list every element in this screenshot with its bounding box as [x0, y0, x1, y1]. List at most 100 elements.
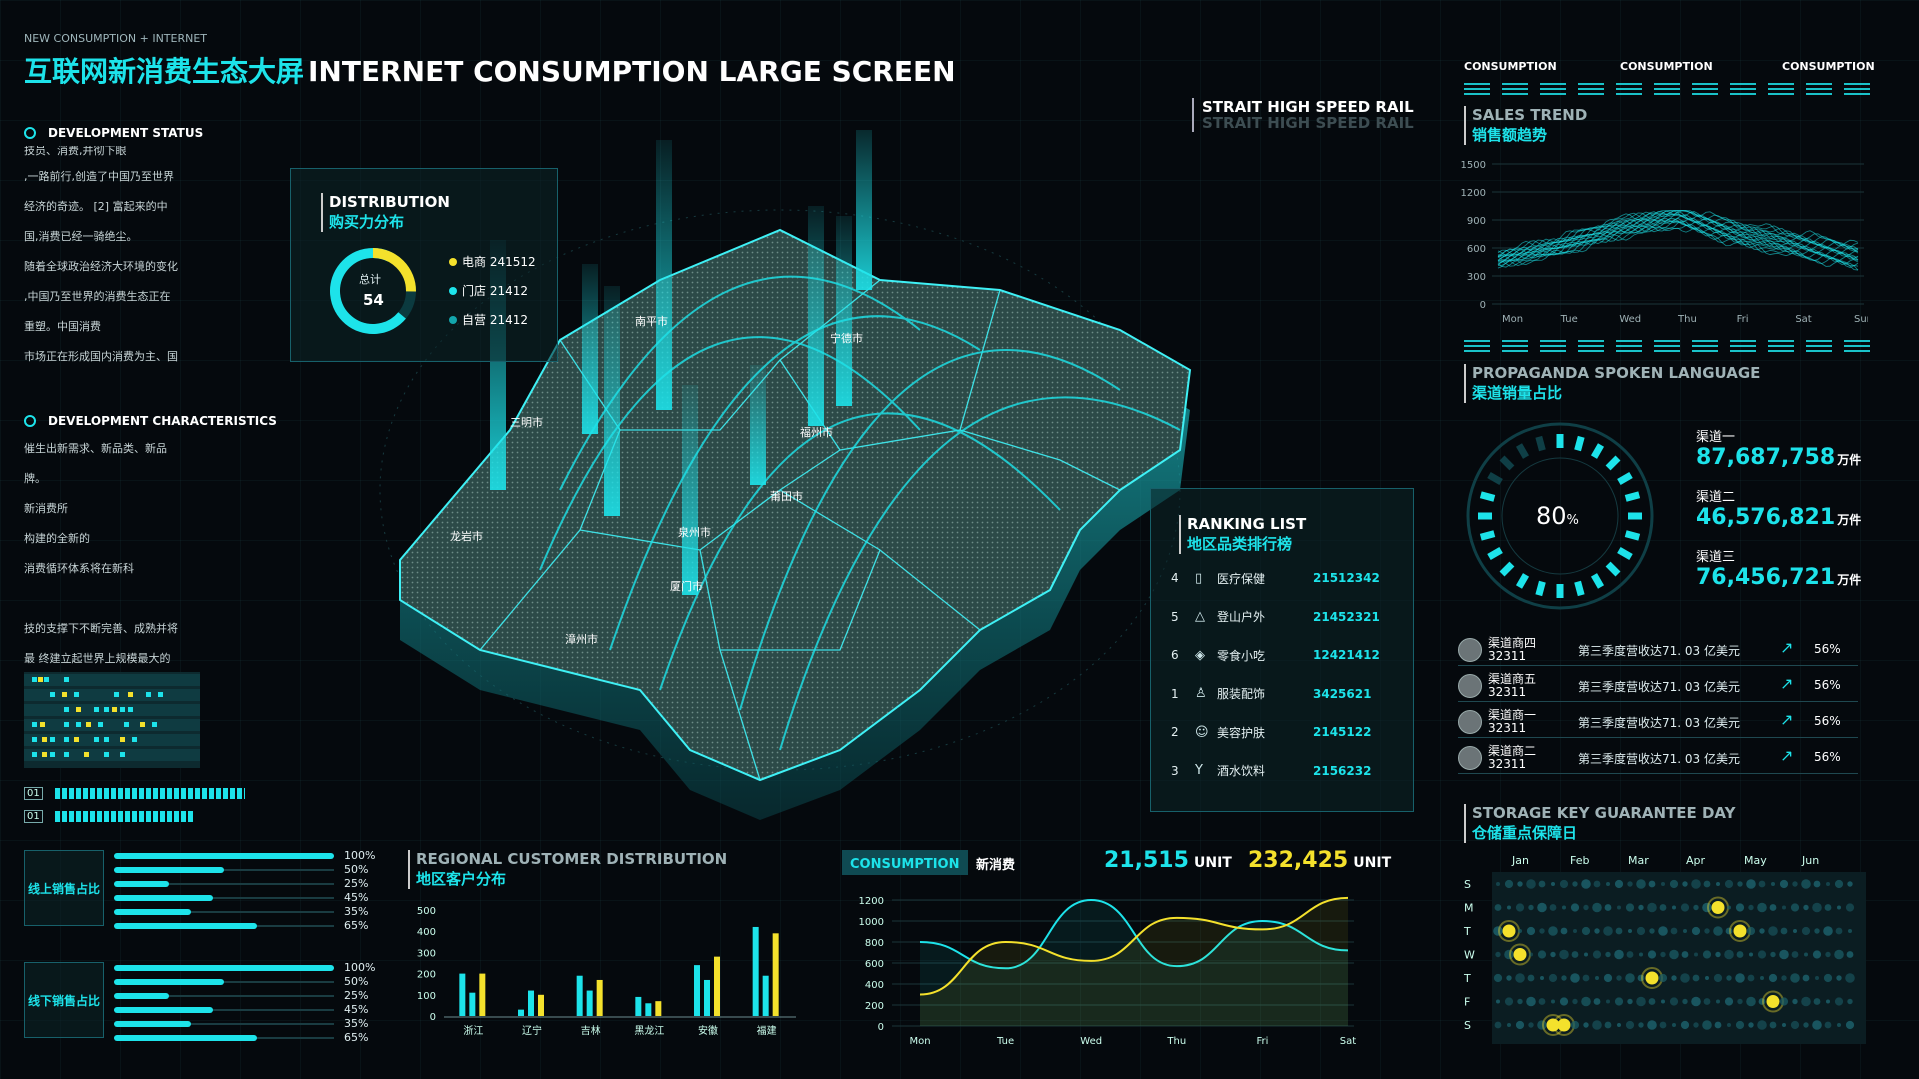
ranking-value: 21452321 [1313, 609, 1380, 624]
day-label: T [1463, 972, 1471, 985]
x-tick-label: 黑龙江 [634, 1024, 664, 1037]
day-dot [1638, 904, 1644, 911]
day-dot [1592, 950, 1602, 959]
day-dot [1537, 1020, 1547, 1030]
day-dot [1527, 974, 1535, 982]
ratio-percent: 65% [344, 1031, 369, 1044]
day-dot [1813, 880, 1821, 888]
text-line: 消费循环体系将在新科 [24, 562, 134, 575]
day-dot [1550, 951, 1556, 958]
day-dot [1768, 926, 1778, 936]
matrix-dot [94, 737, 99, 742]
partner-pct: 56% [1814, 714, 1841, 728]
partner-row[interactable]: 渠道商五 32311 第三季度营收达71. 03 亿美元 ↗ 56% [1458, 670, 1858, 702]
partner-pct: 56% [1814, 750, 1841, 764]
day-dot [1515, 973, 1525, 983]
day-dot [1737, 881, 1743, 887]
day-dot [1625, 973, 1635, 983]
tab-consumption-2[interactable]: CONSUMPTION [1620, 60, 1713, 73]
day-dot [1705, 976, 1709, 980]
day-dot [1628, 929, 1632, 933]
ranking-row[interactable]: 4 ▯ 医疗保健 21512342 [1171, 567, 1401, 589]
day-dot [1669, 879, 1679, 889]
day-dot [1614, 879, 1624, 889]
day-dot [1658, 926, 1668, 936]
x-tick-label: Wed [1080, 1036, 1102, 1047]
ratio-bar [114, 965, 334, 971]
matrix-dot [120, 752, 125, 757]
distribution-total-label: 总计 [359, 273, 381, 286]
gauge-tick [1499, 561, 1515, 577]
partner-name: 渠道商一 [1488, 708, 1537, 722]
day-dot [1790, 973, 1800, 983]
partner-row[interactable]: 渠道商一 32311 第三季度营收达71. 03 亿美元 ↗ 56% [1458, 706, 1858, 738]
ranking-row[interactable]: 1 ♙ 服装配饰 3425621 [1171, 683, 1401, 705]
bar [772, 933, 779, 1016]
face-icon: ☺ [1195, 724, 1209, 740]
trend-line [1497, 210, 1859, 263]
sales-trend-header: SALES TREND 销售额趋势 [1464, 106, 1587, 145]
legend-dot-icon [449, 315, 457, 324]
tab-consumption-3[interactable]: CONSUMPTION [1782, 60, 1875, 73]
avatar [1458, 710, 1482, 734]
ranking-num: 2 [1171, 725, 1179, 739]
series-line [919, 896, 1349, 996]
partner-code: 32311 [1488, 721, 1527, 735]
ranking-row[interactable]: 6 ◈ 零食小吃 12421412 [1171, 644, 1401, 666]
day-dot [1746, 926, 1756, 936]
day-dot [1771, 882, 1775, 886]
day-dot [1529, 952, 1533, 957]
day-dot [1539, 928, 1545, 934]
matrix-dot [104, 737, 109, 742]
day-dot [1603, 926, 1613, 936]
day-dot [1814, 928, 1820, 934]
matrix-dot [114, 692, 119, 697]
y-tick-label: 400 [865, 980, 884, 991]
matrix-dot [76, 707, 81, 712]
online-sales-label: 线上销售占比 [27, 881, 100, 896]
day-dot [1614, 997, 1624, 1006]
matrix-dot [32, 722, 37, 727]
day-dot [1693, 904, 1699, 911]
ranking-row[interactable]: 2 ☺ 美容护肤 2145122 [1171, 721, 1401, 743]
day-dot [1548, 926, 1558, 936]
ranking-row[interactable]: 3 Y 酒水饮料 2156232 [1171, 760, 1401, 782]
tab-consumption-1[interactable]: CONSUMPTION [1464, 60, 1557, 73]
distribution-title-en: DISTRIBUTION [329, 193, 450, 211]
channel-unit: 万件 [1837, 453, 1862, 467]
ratio-percent: 25% [344, 989, 369, 1002]
matrix-dot [94, 707, 99, 712]
day-dot [1570, 1020, 1580, 1030]
map-city-label: 泉州市 [678, 525, 711, 539]
offline-sales-bars: 100% 50% 25% 45% 35% 65% [112, 961, 382, 1048]
y-tick-label: 600 [865, 959, 884, 970]
day-dot [1749, 952, 1753, 957]
bar [704, 979, 710, 1016]
partner-row[interactable]: 渠道商四 32311 第三季度营收达71. 03 亿美元 ↗ 56% [1458, 634, 1858, 666]
day-dot [1782, 905, 1786, 910]
day-dot [1506, 975, 1512, 981]
day-dot [1703, 880, 1711, 888]
day-label: F [1464, 996, 1470, 1009]
map-city-label: 宁德市 [830, 331, 863, 345]
ranking-name: 登山户外 [1217, 610, 1266, 624]
matrix-dot [112, 707, 117, 712]
y-tick-label: 400 [417, 927, 436, 938]
day-dot [1507, 1023, 1511, 1027]
day-dot [1702, 902, 1712, 913]
day-dot [1812, 950, 1822, 959]
text-line: 新消费所 [24, 502, 68, 515]
day-dot [1792, 881, 1798, 887]
day-dot [1638, 1022, 1644, 1028]
highlight-day [1513, 948, 1527, 961]
regional-bar-chart: 0 100 200 300 400 500 浙江 辽宁 吉林 黑龙江 安徽 福建 [417, 906, 796, 1037]
partner-row[interactable]: 渠道商二 32311 第三季度营收达71. 03 亿美元 ↗ 56% [1458, 742, 1858, 774]
ranking-row[interactable]: 5 △ 登山户外 21452321 [1171, 606, 1401, 628]
month-label: Feb [1570, 854, 1589, 867]
consumption-tab[interactable]: CONSUMPTION [842, 850, 968, 875]
bar [459, 973, 466, 1016]
x-tick-label: Mon [1502, 314, 1523, 325]
day-dot [1526, 996, 1536, 1007]
gauge-tick [1487, 546, 1503, 561]
day-dot [1504, 949, 1514, 960]
